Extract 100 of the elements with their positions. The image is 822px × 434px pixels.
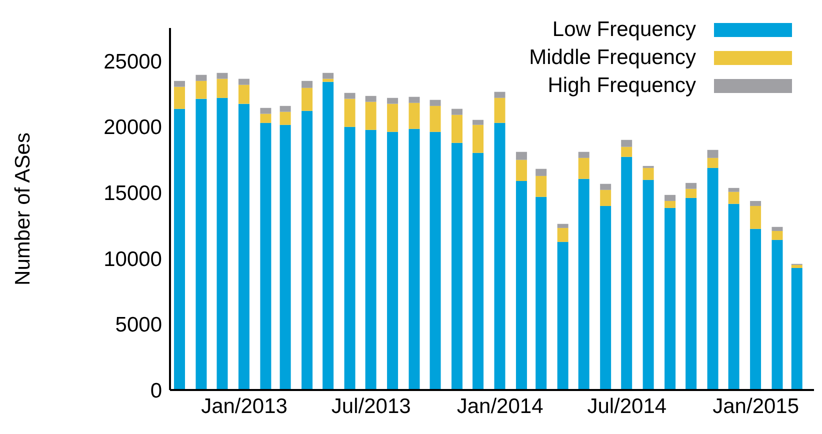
bar: [387, 132, 398, 390]
bar: [642, 168, 654, 180]
x-tick-label: Jan/2015: [712, 394, 800, 418]
bar: [408, 96, 420, 103]
y-tick-label: 15000: [104, 182, 162, 205]
bar: [664, 200, 676, 208]
bar: [578, 178, 590, 390]
bar: [772, 240, 783, 390]
bar: [516, 152, 527, 160]
bar: [408, 128, 420, 390]
bar: [600, 206, 612, 390]
bar: [600, 184, 612, 190]
bar: [216, 72, 228, 79]
bar: [430, 132, 441, 390]
bar: [750, 228, 762, 390]
bar: [536, 168, 547, 176]
legend-label: Middle Frequency: [529, 45, 696, 71]
bar: [772, 230, 783, 240]
bar: [472, 124, 484, 153]
bar: [516, 180, 527, 390]
bar: [664, 194, 676, 201]
bar: [344, 92, 356, 99]
bar: [750, 206, 762, 229]
bar: [408, 102, 420, 129]
x-tick-label: Jul/2014: [587, 394, 667, 418]
bar: [452, 142, 462, 390]
bar: [387, 104, 398, 132]
bar: [621, 146, 632, 157]
bar: [365, 96, 376, 102]
bar: [238, 104, 250, 390]
bar: [344, 98, 356, 127]
bar: [728, 188, 740, 192]
y-tick-label: 0: [150, 379, 162, 402]
bar: [772, 226, 783, 231]
x-tick-label: Jul/2013: [331, 394, 411, 418]
bar: [557, 228, 568, 242]
bar: [322, 78, 334, 82]
bar: [344, 126, 356, 390]
bar: [494, 92, 506, 98]
bar: [216, 78, 228, 98]
legend-label: High Frequency: [548, 73, 696, 99]
legend-label: Low Frequency: [552, 17, 696, 43]
bar: [365, 130, 376, 390]
bar: [728, 204, 740, 390]
bar: [686, 188, 697, 198]
bar: [174, 108, 185, 390]
bar: [238, 84, 250, 104]
bar: [260, 122, 272, 390]
bar: [536, 176, 547, 197]
bar: [494, 122, 506, 390]
bar: [302, 80, 313, 88]
bar: [578, 158, 590, 179]
y-tick-label: 10000: [104, 248, 162, 271]
bar: [196, 74, 207, 81]
bar: [280, 112, 291, 125]
bar: [686, 182, 697, 189]
bar: [302, 110, 313, 390]
bar: [322, 82, 334, 390]
bar: [216, 98, 228, 390]
y-tick-label: 20000: [104, 116, 162, 140]
bar: [728, 192, 740, 204]
bar: [578, 152, 590, 158]
bar: [430, 100, 441, 106]
bar: [707, 158, 718, 168]
bar: [686, 198, 697, 390]
bar: [174, 86, 185, 109]
bar: [238, 78, 250, 85]
bar: [494, 98, 506, 123]
bar: [472, 152, 484, 390]
y-tick-label: 5000: [115, 314, 162, 337]
bar: [196, 98, 207, 390]
bar: [600, 190, 612, 206]
bar: [260, 108, 272, 114]
bar: [430, 106, 441, 132]
bar: [621, 156, 632, 390]
bar: [707, 168, 718, 390]
bar: [260, 114, 272, 123]
bar: [280, 106, 291, 112]
bar: [791, 264, 802, 268]
bar: [791, 268, 802, 390]
bar: [452, 108, 462, 115]
bar: [707, 150, 718, 158]
bar: [557, 224, 568, 228]
bar: [557, 242, 568, 390]
bar: [302, 88, 313, 111]
bar: [387, 98, 398, 104]
bar: [621, 140, 632, 147]
x-tick-label: Jan/2014: [456, 394, 544, 418]
x-tick-label: Jan/2013: [201, 394, 288, 418]
bar: [322, 72, 334, 79]
bar: [174, 80, 185, 87]
bar: [536, 196, 547, 390]
bar: [472, 120, 484, 125]
y-axis-title: Number of ASes: [11, 132, 34, 286]
y-tick-label: 25000: [104, 50, 162, 74]
bar: [516, 160, 527, 181]
bar: [196, 80, 207, 99]
bar: [642, 180, 654, 390]
bar: [280, 124, 291, 390]
bar: [750, 200, 762, 206]
